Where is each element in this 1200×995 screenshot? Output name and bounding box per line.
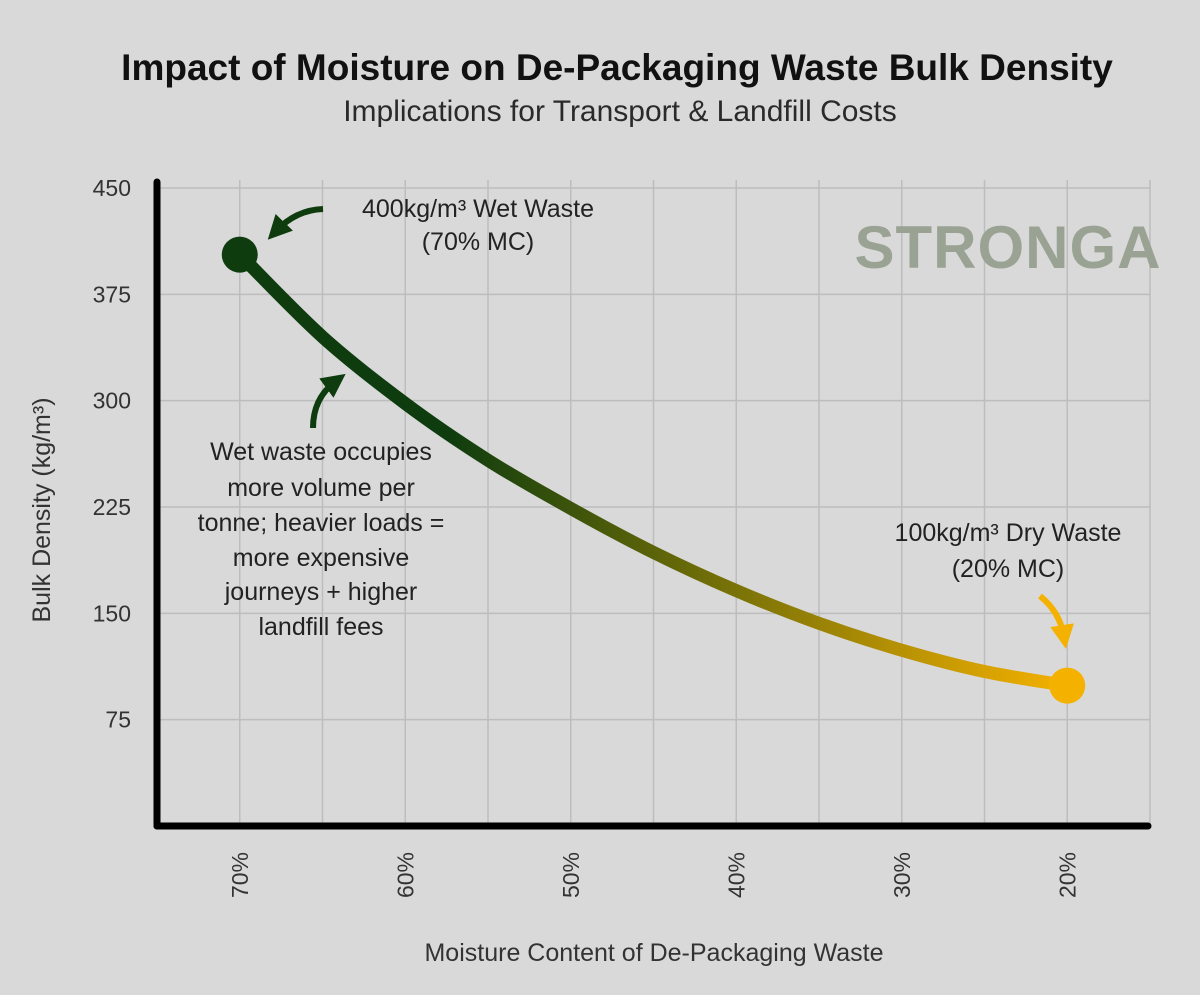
grid — [156, 180, 1151, 826]
dry-annotation-line1: 100kg/m³ Dry Waste — [895, 519, 1122, 547]
note-line: more volume per — [227, 474, 415, 502]
y-axis-ticks: 75 150 225 300 375 450 — [93, 175, 131, 733]
note-line: journeys + higher — [224, 578, 417, 606]
wet-arrow-icon — [267, 206, 324, 240]
series-markers — [221, 236, 1086, 704]
y-axis-label: Bulk Density (kg/m³) — [28, 397, 56, 622]
x-axis-ticks: 70% 60% 50% 40% 30% 20% — [227, 852, 1081, 898]
y-tick-label: 450 — [93, 175, 131, 201]
note-line: more expensive — [233, 544, 409, 572]
wet-annotation-line2: (70% MC) — [422, 228, 535, 256]
chart-title: Impact of Moisture on De-Packaging Waste… — [121, 47, 1113, 88]
x-axis-label: Moisture Content of De-Packaging Waste — [424, 939, 883, 967]
y-tick-label: 75 — [105, 707, 131, 733]
dry-arrow-icon — [1038, 593, 1074, 649]
x-tick-label: 60% — [392, 852, 418, 898]
y-tick-label: 150 — [93, 600, 131, 626]
x-tick-label: 20% — [1054, 852, 1080, 898]
chart-subtitle: Implications for Transport & Landfill Co… — [343, 95, 897, 128]
wet-annotation-line1: 400kg/m³ Wet Waste — [362, 195, 594, 223]
x-tick-label: 40% — [723, 852, 749, 898]
note-line: tonne; heavier loads = — [198, 509, 445, 537]
y-tick-label: 375 — [93, 281, 131, 307]
data-point-marker — [1049, 667, 1086, 704]
note-arrow-icon — [310, 373, 346, 429]
note-line: landfill fees — [258, 613, 383, 641]
y-tick-label: 300 — [93, 388, 131, 414]
y-tick-label: 225 — [93, 494, 131, 520]
x-tick-label: 50% — [558, 852, 584, 898]
brand-watermark: STRONGA — [855, 214, 1162, 281]
series-line — [233, 248, 1074, 693]
x-tick-label: 30% — [889, 852, 915, 898]
data-point-marker — [221, 236, 258, 273]
x-tick-label: 70% — [227, 852, 253, 898]
note-annotation: Wet waste occupies more volume per tonne… — [198, 438, 445, 641]
note-line: Wet waste occupies — [210, 438, 432, 466]
dry-annotation-line2: (20% MC) — [952, 555, 1065, 583]
